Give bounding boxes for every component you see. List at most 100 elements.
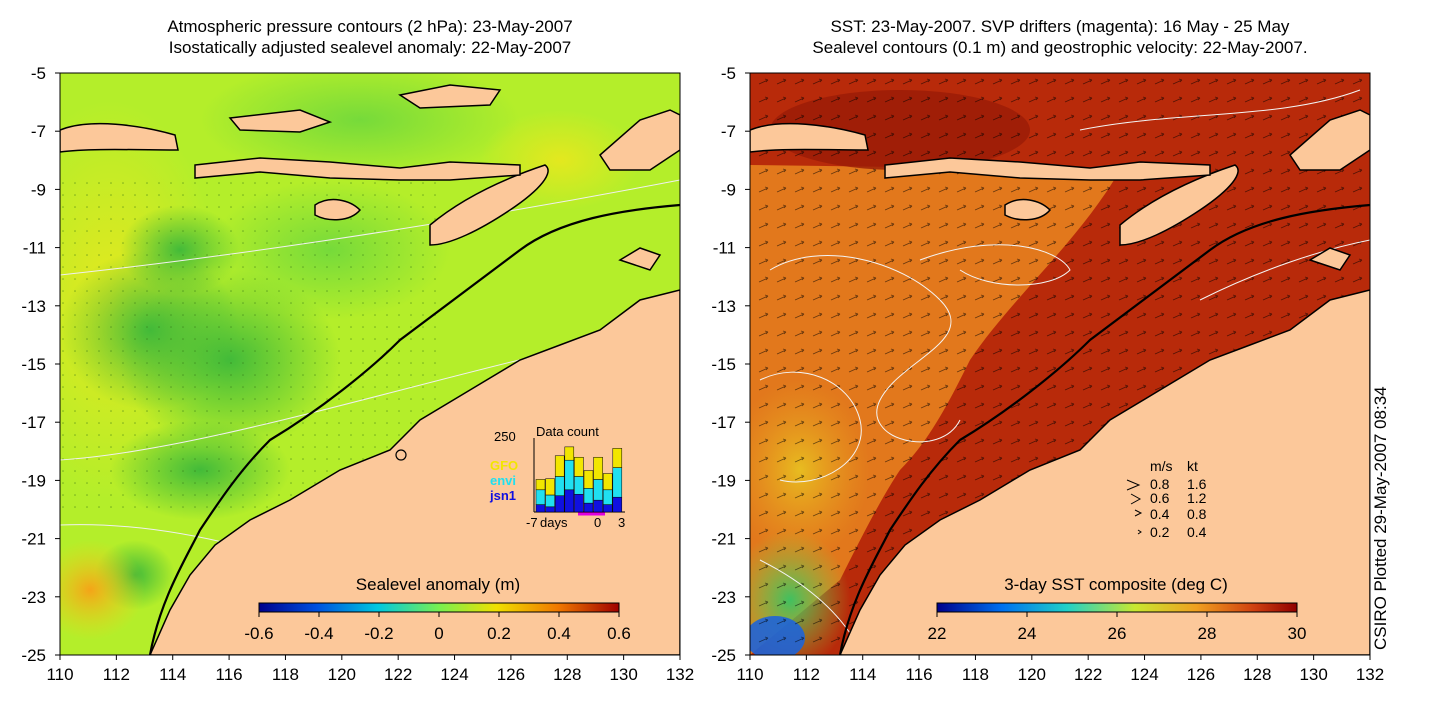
- australia-mainland: [149, 289, 680, 655]
- station-marker: [395, 449, 407, 461]
- left-title-line2: Isostatically adjusted sealevel anomaly:…: [168, 38, 572, 57]
- inset-bar: [564, 446, 575, 461]
- inset-bar: [554, 495, 565, 513]
- timor-island: [429, 164, 549, 246]
- lon-tick-label: 130: [609, 665, 637, 684]
- lat-tick-label: -25: [21, 646, 46, 665]
- colorbar-tick-label: -0.4: [304, 624, 333, 643]
- lon-tick-label: 132: [1356, 665, 1384, 684]
- inset-bar: [574, 493, 584, 513]
- australia-mainland: [839, 289, 1370, 655]
- sealevel-contour: [1199, 239, 1370, 301]
- lon-tick-label: 112: [793, 665, 820, 684]
- lat-tick-label: -23: [21, 588, 46, 607]
- colorbar-tick-label: 22: [928, 624, 947, 643]
- inset-bar: [545, 494, 555, 508]
- inset-bar: [593, 499, 603, 513]
- lon-tick-label: 118: [962, 665, 989, 684]
- lat-tick-label: -5: [721, 64, 736, 83]
- sealevel-contour: [759, 371, 862, 483]
- shelf-break-contour: [838, 203, 1370, 655]
- pressure-contour: [60, 179, 680, 276]
- left-colorbar-gradient: [258, 602, 620, 613]
- lon-tick-label: 122: [1074, 665, 1102, 684]
- inset-legend-envi: envi: [490, 473, 516, 488]
- speed-legend: m/s kt 0.8 1.6 0.6 1.2 0.4 0.8 0.2 0.4: [1126, 458, 1207, 540]
- java-island: [750, 122, 869, 153]
- lat-tick-label: -11: [23, 239, 46, 258]
- lon-tick-label: 110: [46, 665, 73, 684]
- inset-bar: [564, 489, 575, 513]
- colorbar-tick-label: 26: [1108, 624, 1127, 643]
- speed-value-kt: 0.8: [1187, 506, 1207, 522]
- lon-tick-label: 130: [1299, 665, 1327, 684]
- inset-tick-label: 0: [594, 515, 601, 530]
- sealevel-contour: [1079, 89, 1361, 131]
- sumba-island: [314, 198, 362, 221]
- inset-bar: [583, 502, 594, 513]
- lat-tick-label: -9: [31, 180, 46, 199]
- speed-arrow-glyph: [1126, 479, 1141, 491]
- inset-bar: [574, 456, 584, 477]
- sealevel-contour: [919, 244, 1071, 286]
- tanimbar-island: [1308, 247, 1352, 271]
- colorbar-tick-label: 28: [1198, 624, 1217, 643]
- lon-tick-label: 128: [1243, 665, 1271, 684]
- lat-tick-label: -25: [711, 646, 736, 665]
- inset-legend-jsn1: jsn1: [489, 488, 516, 503]
- speed-value-ms: 0.2: [1150, 524, 1170, 540]
- left-colorbar-label: Sealevel anomaly (m): [356, 575, 520, 594]
- speed-value-kt: 0.4: [1187, 524, 1207, 540]
- nusa-tenggara-islands: [884, 157, 1211, 181]
- lat-tick-label: -21: [21, 530, 46, 549]
- lat-tick-label: -15: [21, 355, 46, 374]
- lon-tick-label: 120: [328, 665, 356, 684]
- speed-value-ms: 0.8: [1150, 476, 1170, 492]
- lon-tick-label: 124: [440, 665, 468, 684]
- right-title-line1: SST: 23-May-2007. SVP drifters (magenta)…: [830, 17, 1290, 36]
- inset-bar: [554, 455, 565, 477]
- data-count-inset: Data count 250 GFO envi jsn1 -7 days 0 3: [489, 424, 625, 530]
- lat-tick-label: -19: [21, 471, 46, 490]
- lon-tick-label: 126: [1187, 665, 1215, 684]
- inset-bar: [545, 506, 555, 513]
- colorbar-tick-label: 0: [434, 624, 443, 643]
- speed-value-kt: 1.6: [1187, 476, 1207, 492]
- lon-tick-label: 116: [216, 665, 243, 684]
- nusa-tenggara-islands: [194, 157, 521, 181]
- lon-tick-label: 126: [497, 665, 525, 684]
- colorbar-tick-label: -0.6: [244, 624, 273, 643]
- speed-legend-header-kt: kt: [1187, 458, 1198, 474]
- inset-bar: [593, 456, 603, 480]
- inset-bar: [535, 489, 546, 505]
- lon-tick-label: 114: [159, 665, 186, 684]
- right-land: [750, 109, 1370, 655]
- lon-tick-label: 128: [553, 665, 581, 684]
- lat-tick-label: -5: [31, 64, 46, 83]
- inset-bar: [583, 470, 594, 489]
- inset-bar: [612, 496, 623, 513]
- right-colorbar-label: 3-day SST composite (deg C): [1004, 575, 1228, 594]
- inset-bar: [564, 459, 575, 491]
- left-panel-title: Atmospheric pressure contours (2 hPa): 2…: [60, 16, 680, 58]
- north-islands: [228, 109, 333, 133]
- timor-island: [1119, 164, 1239, 246]
- lat-tick-label: -15: [711, 355, 736, 374]
- lon-tick-label: 122: [384, 665, 412, 684]
- inset-bar: [535, 479, 546, 491]
- right-map: [750, 73, 1370, 655]
- inset-title: Data count: [536, 424, 599, 439]
- speed-value-ms: 0.4: [1150, 506, 1170, 522]
- inset-bar: [554, 476, 565, 496]
- speed-arrow-glyph: [1130, 493, 1142, 505]
- inset-bars: [535, 446, 623, 513]
- inset-ymax-label: 250: [494, 429, 516, 444]
- inset-bar: [612, 448, 623, 468]
- lat-tick-label: -11: [713, 239, 736, 258]
- lat-tick-label: -17: [711, 413, 736, 432]
- inset-bar: [602, 473, 613, 491]
- left-colorbar: Sealevel anomaly (m) -0.6 -0.4 -0.2 0 0.2 0.4…: [244, 575, 630, 643]
- speed-arrow-glyph: [1137, 529, 1142, 535]
- inset-legend-gfo: GFO: [490, 458, 518, 473]
- sealevel-contour: [769, 255, 961, 443]
